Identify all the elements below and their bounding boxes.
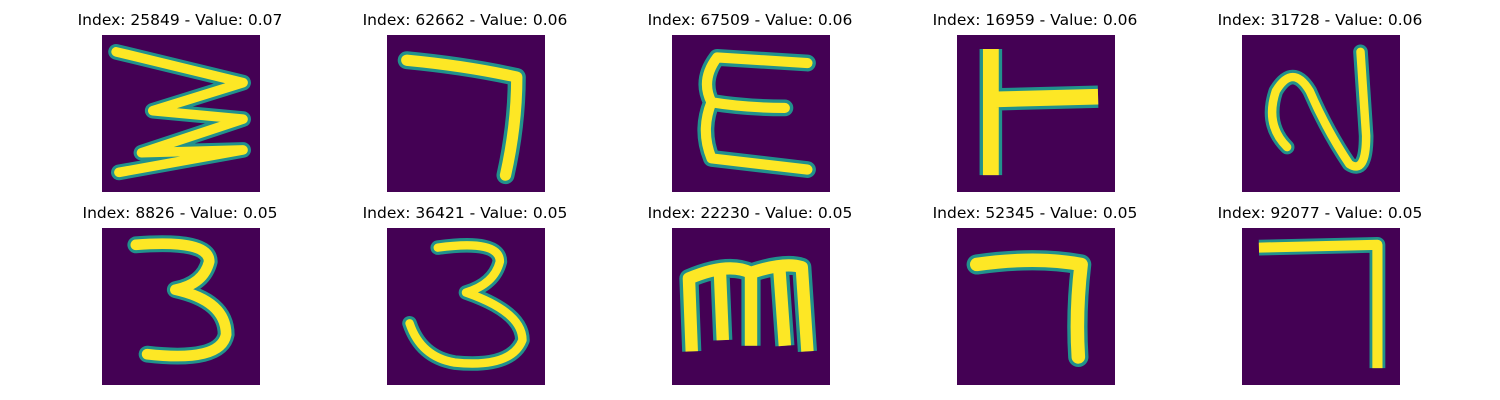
- digit-image: [387, 228, 545, 385]
- panel-title: Index: 25849 - Value: 0.07: [77, 11, 283, 29]
- panel-1: Index: 25849 - Value: 0.07: [30, 0, 330, 192]
- digit-image: [102, 228, 260, 385]
- digit-image: [102, 35, 260, 192]
- panel-10: Index: 92077 - Value: 0.05: [1170, 193, 1470, 385]
- panel-2: Index: 62662 - Value: 0.06: [315, 0, 615, 192]
- panel-title: Index: 8826 - Value: 0.05: [82, 204, 278, 222]
- panel-title: Index: 52345 - Value: 0.05: [932, 204, 1138, 222]
- digit-image: [387, 35, 545, 192]
- panel-8: Index: 22230 - Value: 0.05: [600, 193, 900, 385]
- panel-4: Index: 16959 - Value: 0.06: [885, 0, 1185, 192]
- panel-9: Index: 52345 - Value: 0.05: [885, 193, 1185, 385]
- digit-image: [957, 35, 1115, 192]
- panel-title: Index: 62662 - Value: 0.06: [362, 11, 568, 29]
- digit-image: [672, 228, 830, 385]
- panel-title: Index: 31728 - Value: 0.06: [1217, 11, 1423, 29]
- digit-image: [1242, 228, 1400, 385]
- panel-7: Index: 36421 - Value: 0.05: [315, 193, 615, 385]
- panel-5: Index: 31728 - Value: 0.06: [1170, 0, 1470, 192]
- digit-image: [672, 35, 830, 192]
- panel-title: Index: 92077 - Value: 0.05: [1217, 204, 1423, 222]
- digit-image: [1242, 35, 1400, 192]
- panel-3: Index: 67509 - Value: 0.06: [600, 0, 900, 192]
- panel-title: Index: 22230 - Value: 0.05: [647, 204, 853, 222]
- digit-image: [957, 228, 1115, 385]
- panel-title: Index: 16959 - Value: 0.06: [932, 11, 1138, 29]
- panel-6: Index: 8826 - Value: 0.05: [30, 193, 330, 385]
- panel-title: Index: 36421 - Value: 0.05: [362, 204, 568, 222]
- panel-title: Index: 67509 - Value: 0.06: [647, 11, 853, 29]
